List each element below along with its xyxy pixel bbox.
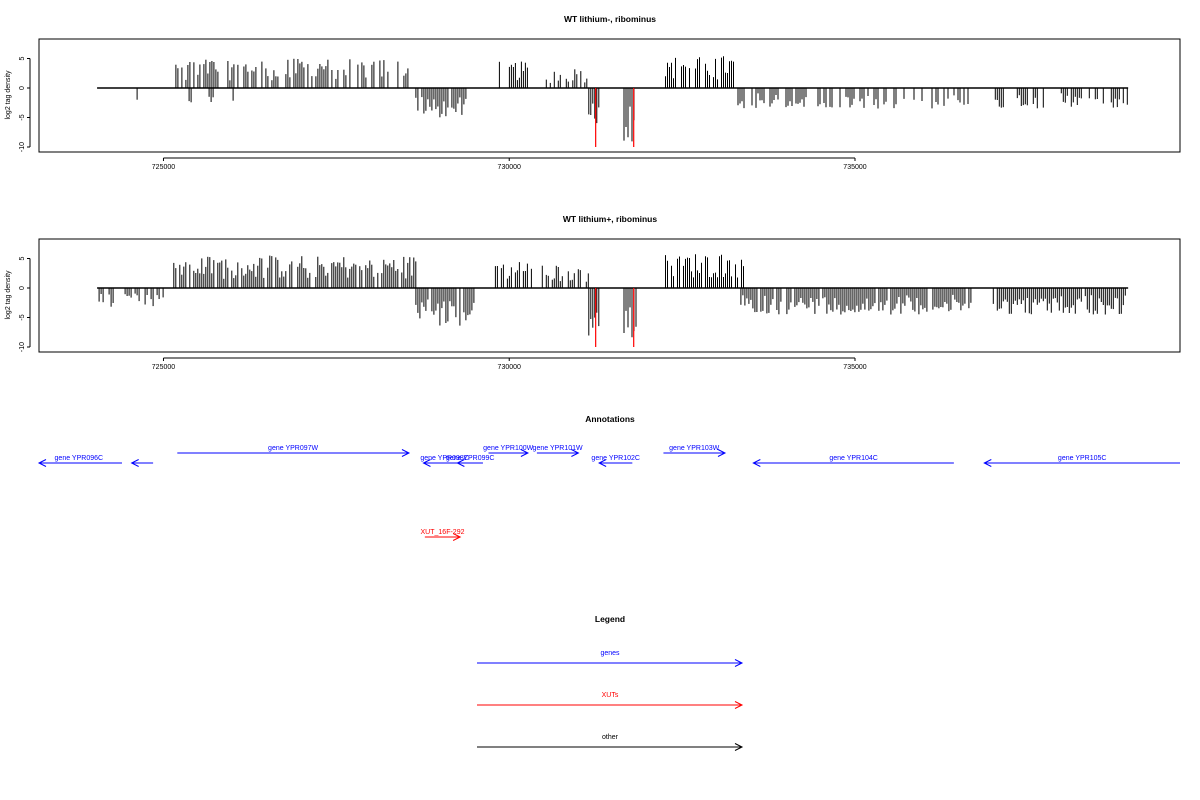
feature-arrowhead [422,459,431,467]
y-tick-label: 5 [19,256,26,260]
legend-arrowhead [734,701,744,709]
annotation-feature[interactable] [130,459,154,467]
feature-label: gene YPR097W [268,445,318,452]
y-tick-label: 5 [19,56,26,60]
legend-item: genes [477,650,744,667]
feature-arrowhead [456,459,465,467]
feature-arrowhead [983,459,992,467]
y-tick-label: 0 [19,86,26,90]
y-tick-label: 0 [19,286,26,290]
x-tick-label: 735000 [843,364,866,371]
feature-label: XUT_16F-292 [421,529,465,536]
panel-1-plot-frame [38,38,1181,153]
panel-1-y-axis-label: log2 tag density [5,70,12,120]
annotations-title: Annotations [585,414,635,424]
panel-1-x-axis: 725000 730000 735000 [152,157,867,171]
legend-item: other [477,734,744,751]
feature-label: gene YPR098C [420,455,469,462]
legend-arrowhead [734,743,744,751]
feature-arrowhead [598,459,607,467]
x-tick-label: 735000 [843,164,866,171]
annotation-feature[interactable]: gene YPR096C [37,455,122,467]
feature-arrowhead [130,459,139,467]
annotation-feature[interactable]: gene YPR103W [663,445,727,457]
feature-arrowhead [717,449,727,457]
x-tick-label: 730000 [498,164,521,171]
panel-wt-lithium-plus: WT lithium+, ribominus log2 tag density … [5,214,1181,371]
panel-2-y-axis: -10 -5 0 5 [19,256,31,352]
legend-arrowhead [734,659,744,667]
feature-arrowhead [520,449,530,457]
x-tick-label: 725000 [152,164,175,171]
x-tick-label: 730000 [498,364,521,371]
feature-arrowhead [37,459,47,467]
annotation-feature[interactable]: gene YPR099C [446,455,495,467]
legend-label: genes [600,650,620,657]
legend-label: other [602,734,619,741]
legend-items: genes XUTs other [477,650,744,751]
panel-2-title: WT lithium+, ribominus [563,214,657,224]
feature-label: gene YPR105C [1058,455,1107,462]
legend-label: XUTs [602,692,619,699]
annotation-feature[interactable]: gene YPR105C [983,455,1180,467]
feature-label: gene YPR101W [533,445,583,452]
panel-1-y-axis: -10 -5 0 5 [19,56,31,152]
panel-2-x-axis: 725000 730000 735000 [152,357,867,371]
feature-arrowhead [401,449,411,457]
feature-label: gene YPR104C [829,455,878,462]
feature-arrowhead [752,459,761,467]
panel-2-bars [97,254,1129,347]
annotation-feature[interactable]: gene YPR104C [752,455,954,467]
feature-label: gene YPR096C [55,455,104,462]
feature-label: gene YPR099C [446,455,495,462]
panel-1-title: WT lithium-, ribominus [564,14,656,24]
panel-2-plot-frame [38,238,1181,353]
y-tick-label: -5 [19,314,26,320]
x-tick-label: 725000 [152,364,175,371]
panel-1-bars [97,56,1129,147]
y-tick-label: -5 [19,114,26,120]
feature-arrowhead [571,449,580,457]
annotations-panel: Annotations gene YPR096C gene YPR097W gene… [37,414,1180,541]
y-tick-label: -10 [19,342,26,352]
annotation-feature[interactable]: XUT_16F-292 [421,529,465,541]
annotation-feature[interactable]: gene YPR102C [591,455,640,467]
annotation-feature[interactable]: gene YPR097W [177,445,411,457]
annotation-feature[interactable]: gene YPR100W [483,445,534,457]
feature-arrowhead [452,533,462,541]
feature-label: gene YPR103W [669,445,719,452]
legend-item: XUTs [477,692,744,709]
legend-title: Legend [595,614,625,624]
panel-2-y-axis-label: log2 tag density [5,270,12,320]
feature-label: gene YPR102C [591,455,640,462]
annotation-feature[interactable]: gene YPR101W [533,445,583,457]
feature-label: gene YPR100W [483,445,533,452]
y-tick-label: -10 [19,142,26,152]
legend-panel: Legend genes XUTs other [477,614,744,751]
panel-wt-lithium-minus: WT lithium-, ribominus log2 tag density … [5,14,1181,171]
